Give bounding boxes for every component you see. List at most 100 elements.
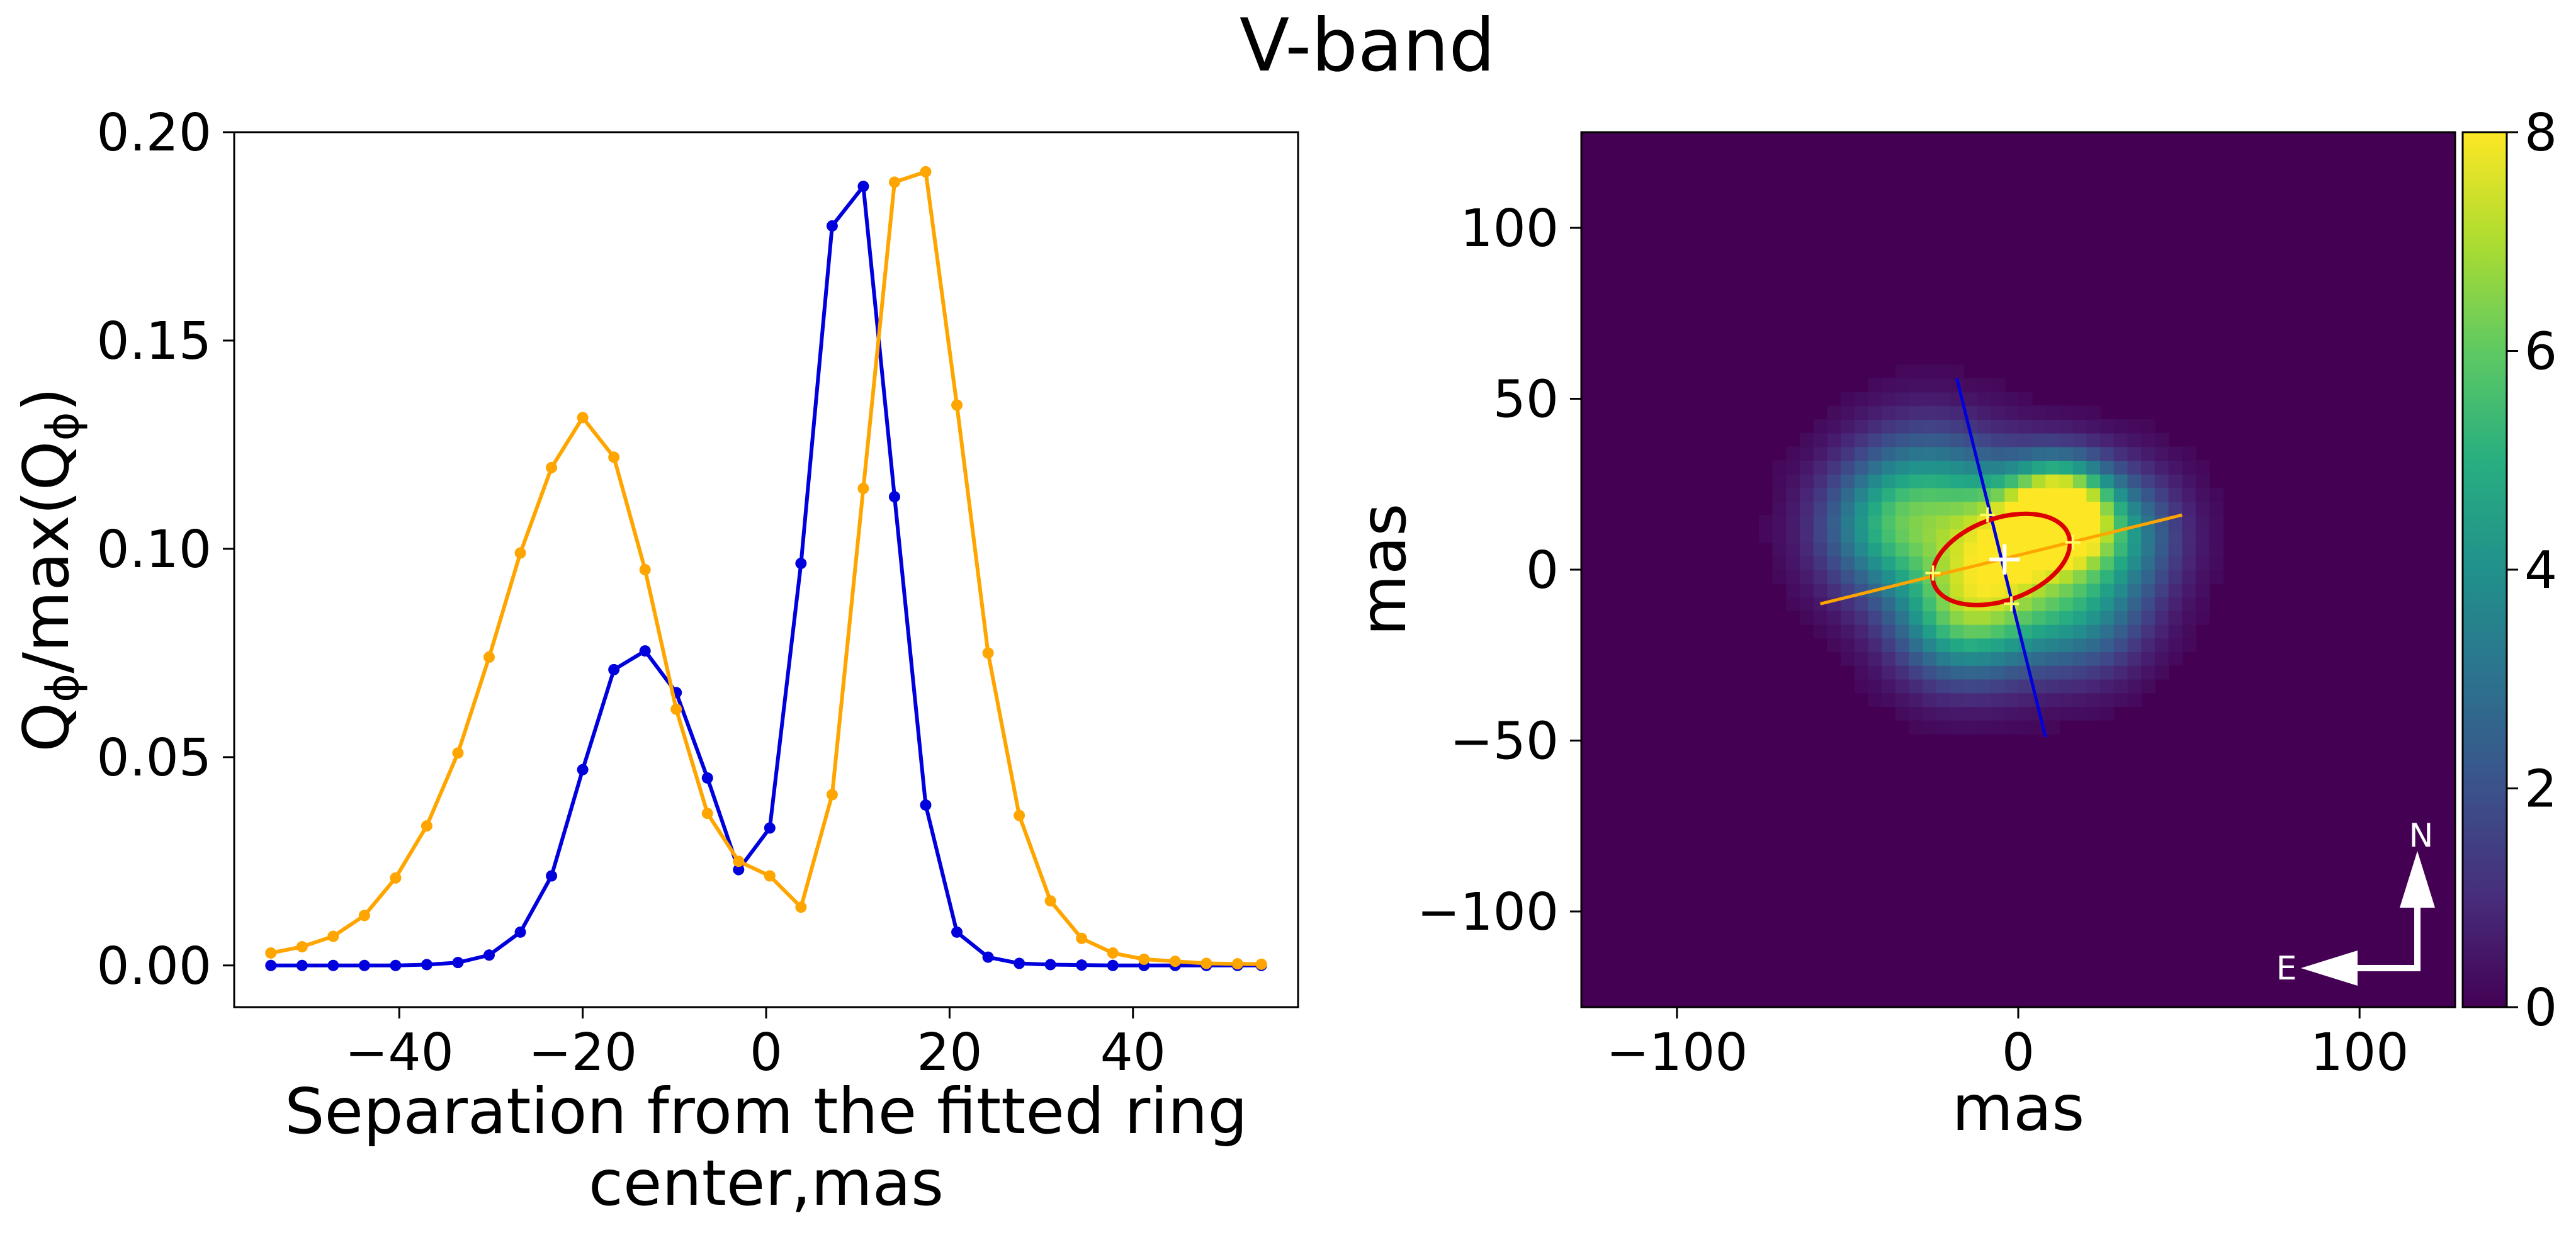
heatmap-cell [2154, 487, 2169, 502]
heatmap-cell [2031, 528, 2047, 543]
heatmap-cell [1827, 405, 1841, 420]
heatmap-cell [2045, 405, 2060, 420]
heatmap-cell [2018, 570, 2033, 584]
heatmap-cell [2045, 624, 2060, 639]
heatmap-cell [1854, 515, 1869, 529]
series-point-0 [608, 663, 620, 675]
series-point-0 [1014, 957, 1025, 969]
heatmap-cell [1813, 583, 1828, 598]
heatmap-cell [1772, 570, 1787, 584]
heatmap-cell [2100, 570, 2115, 584]
heatmap-cell [2045, 474, 2060, 488]
heatmap-cell [1827, 528, 1841, 543]
heatmap-cell [1936, 432, 1951, 448]
compass-north-label: N [2409, 817, 2434, 855]
heatmap-cell [1950, 515, 1965, 529]
heatmap-cell [2195, 597, 2210, 611]
heatmap-cell [2045, 583, 2060, 598]
heatmap-cell [1909, 515, 1923, 529]
heatmap-cell [1909, 446, 1923, 461]
heatmap-cell [1936, 556, 1951, 570]
heatmap-cell [2004, 419, 2019, 434]
heatmap-cell [2004, 638, 2019, 653]
series-point-1 [327, 930, 339, 942]
heatmap-cell [1909, 528, 1923, 543]
heatmap-cell [2018, 692, 2033, 707]
heatmap-cell [1827, 542, 1841, 557]
heatmap-cell [2141, 474, 2155, 488]
heatmap-cell [1813, 515, 1828, 529]
heatmap-cell [1950, 364, 1965, 379]
x-tick-label: −40 [345, 1023, 454, 1083]
heatmap-cell [2113, 419, 2128, 434]
heatmap-cell [2059, 706, 2074, 721]
heatmap-cell [1909, 597, 1923, 611]
series-point-1 [1076, 932, 1088, 944]
heatmap-cell [2113, 542, 2128, 557]
series-point-0 [265, 959, 277, 971]
heatmap-cell [1923, 378, 1937, 393]
heatmap-cell [2018, 474, 2033, 488]
series-point-0 [733, 864, 745, 876]
heatmap-cell [1977, 638, 1992, 653]
heatmap-cell [2072, 611, 2087, 625]
heatmap-cell [2045, 597, 2060, 611]
heatmap-cell [2100, 706, 2115, 721]
heatmap-cell [1882, 515, 1896, 529]
heatmap-cell [2154, 474, 2169, 488]
heatmap-cell [1841, 405, 1855, 420]
heatmap-cell [2182, 611, 2196, 625]
heatmap-cell [2086, 583, 2101, 598]
heatmap-cell [2141, 583, 2155, 598]
heatmap-cell [2127, 528, 2142, 543]
heatmap-cell [1950, 651, 1965, 666]
ring-axis-marker [2065, 534, 2081, 550]
heatmap-cell [2113, 679, 2128, 694]
heatmap-cell [1963, 501, 1978, 516]
heatmap-cell [2004, 679, 2019, 694]
heatmap-cell [2168, 556, 2183, 570]
ylabel-max: /max(Q [9, 441, 83, 674]
heatmap-cell [1895, 501, 1910, 516]
heatmap-cell [2059, 474, 2074, 488]
heatmap-cell [2154, 570, 2169, 584]
series-point-1 [1044, 895, 1056, 907]
heatmap-cell [2018, 556, 2033, 570]
heatmap-cell [2072, 542, 2087, 557]
x-tick-label: 100 [2310, 1023, 2409, 1083]
heatmap-cell [2059, 638, 2074, 653]
heatmap-cell [1868, 405, 1882, 420]
heatmap-cell [1841, 624, 1855, 639]
heatmap-cell [1841, 611, 1855, 625]
heatmap-cell [2004, 432, 2019, 448]
series-point-1 [795, 901, 807, 913]
heatmap-cell [1786, 528, 1800, 543]
heatmap-cell [2018, 597, 2033, 611]
heatmap-cell [1813, 611, 1828, 625]
heatmap-cell [1950, 474, 1965, 488]
heatmap-cell [1841, 583, 1855, 598]
heatmap-cell [2141, 446, 2155, 461]
series-point-1 [296, 941, 308, 953]
heatmap-cell [2045, 446, 2060, 461]
heatmap-cell [1813, 624, 1828, 639]
heatmap-cell [1923, 474, 1937, 488]
heatmap-cell [1882, 624, 1896, 639]
heatmap-cell [1991, 665, 2006, 680]
heatmap-cell [2031, 501, 2047, 516]
heatmap-cell [1786, 501, 1800, 516]
heatmap-cell [2004, 528, 2019, 543]
heatmap-cell [2018, 432, 2033, 448]
heatmap-cell [1923, 638, 1937, 653]
heatmap-cell [2059, 501, 2074, 516]
heatmap-cell [1991, 570, 2006, 584]
heatmap-cell [1882, 570, 1896, 584]
heatmap-cell [1868, 392, 1882, 407]
heatmap-cell [1895, 419, 1910, 434]
heatmap-cell [2195, 570, 2210, 584]
series-point-1 [857, 482, 869, 494]
series-point-0 [982, 951, 994, 963]
heatmap-cell [1895, 432, 1910, 448]
heatmap-cell [1827, 432, 1841, 448]
y-tick-label: −50 [1450, 711, 1559, 771]
